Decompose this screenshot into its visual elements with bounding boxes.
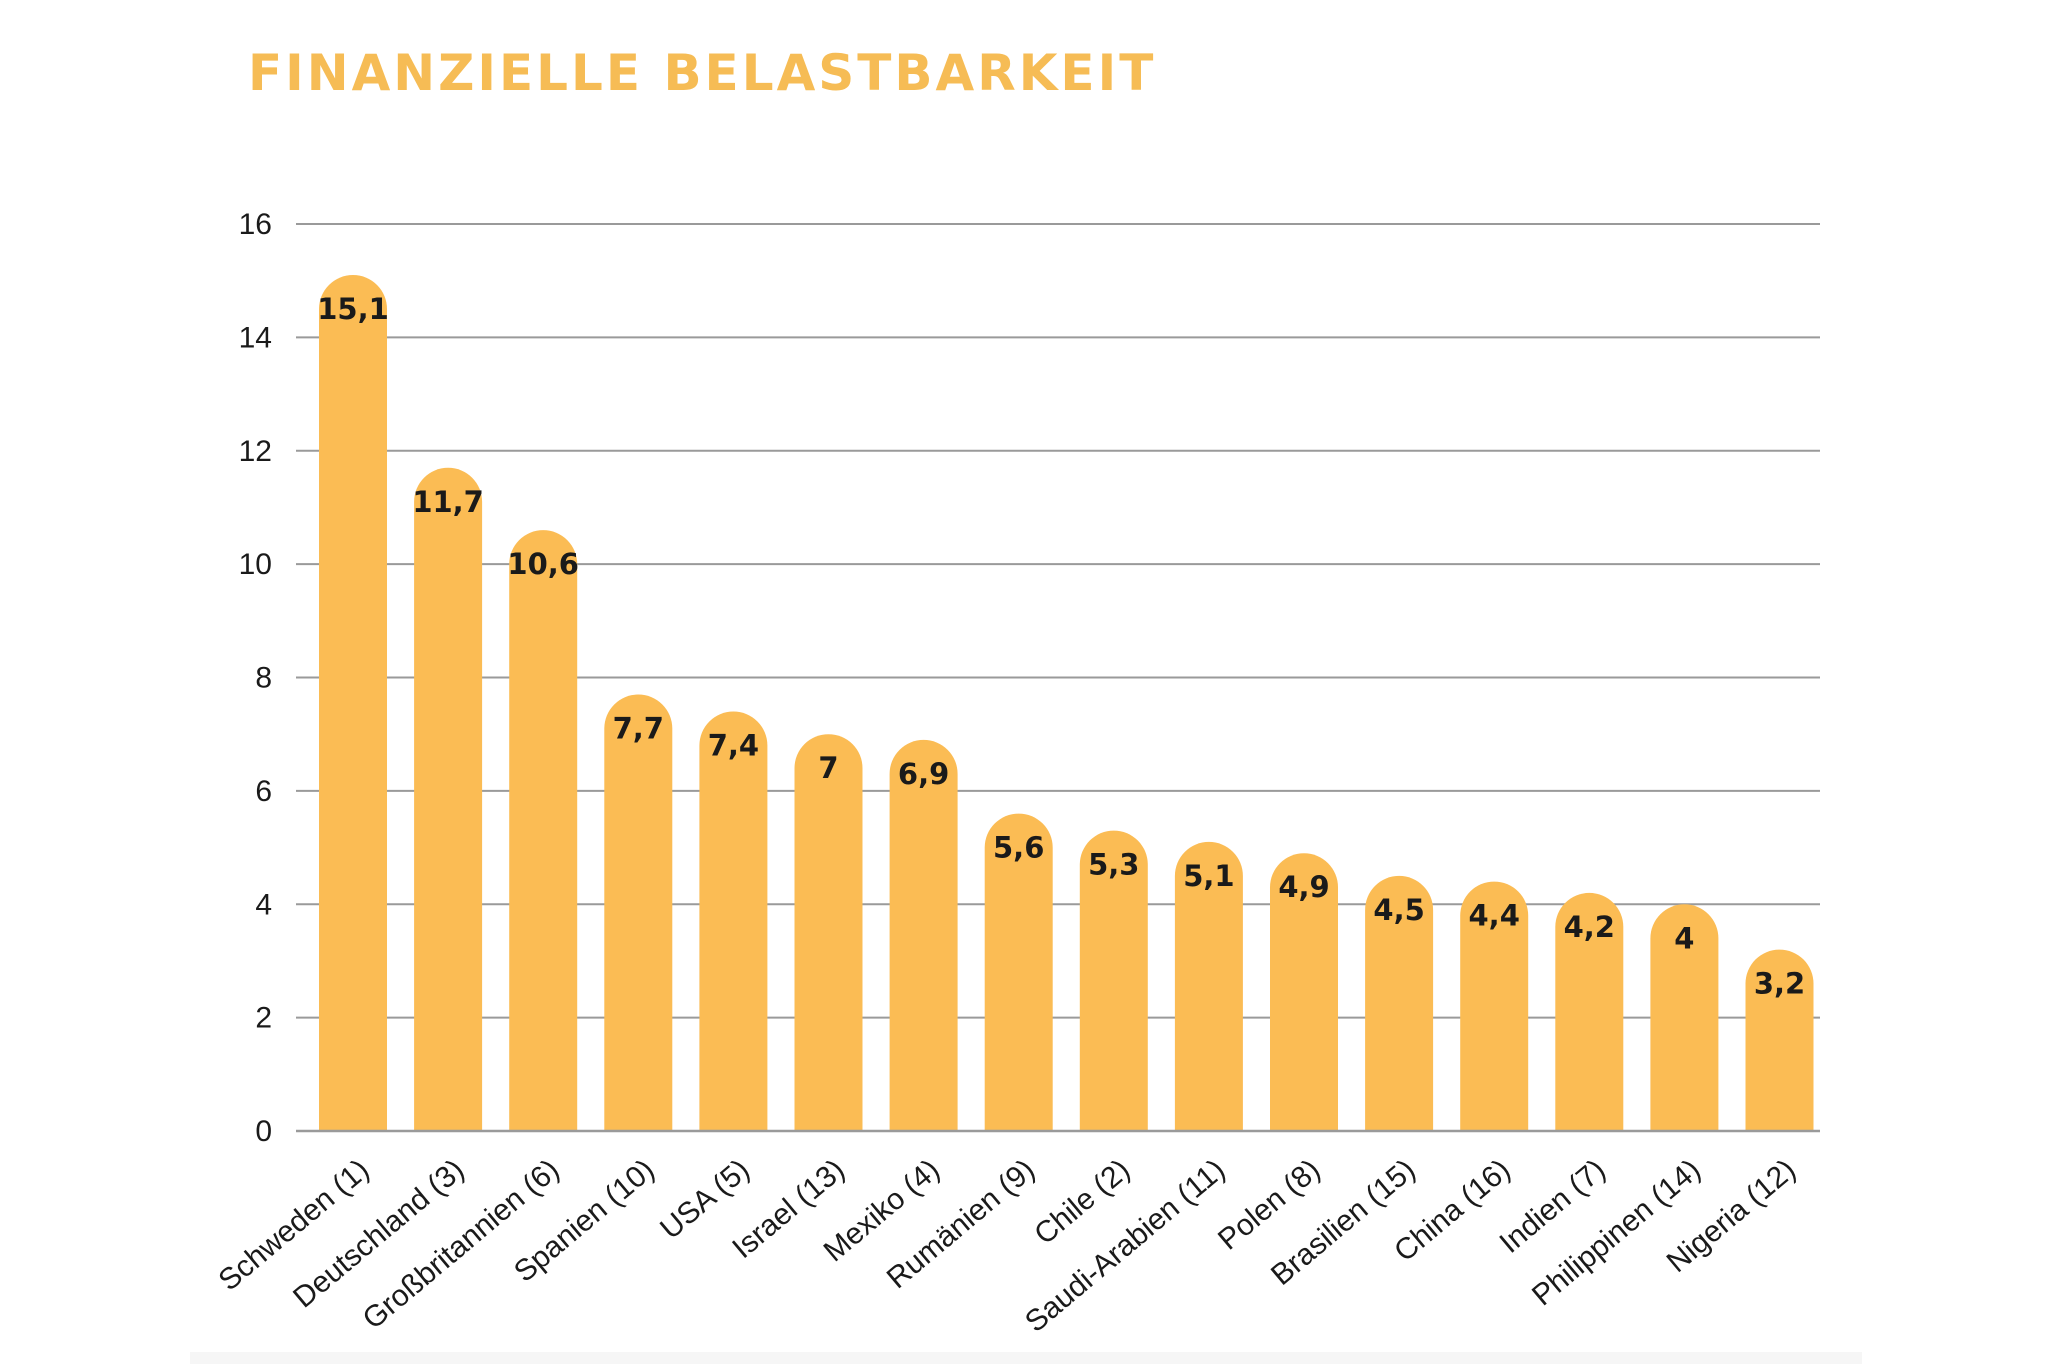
bar-value-label: 7	[818, 751, 838, 785]
bar-value-label: 5,6	[993, 831, 1044, 865]
bar-value-labels: 15,1 11,7 10,6 7,7 7,4 7 6,9 5,6 5,3 5,1 4,9 4,5 4,4…	[317, 292, 1805, 1001]
y-axis-ticks: 0 2 4 6 8 10 12 14 16	[239, 208, 272, 1148]
bars	[319, 275, 1814, 1132]
footer-shadow	[190, 1352, 1862, 1364]
bar-value-label: 5,3	[1088, 848, 1139, 882]
bar-value-label: 6,9	[898, 757, 949, 791]
bar	[604, 694, 673, 1131]
bar	[984, 813, 1053, 1131]
y-tick-label: 0	[255, 1115, 272, 1148]
y-tick-label: 12	[239, 435, 272, 468]
y-tick-label: 2	[255, 1002, 272, 1035]
bar	[414, 467, 483, 1132]
y-tick-label: 10	[239, 548, 272, 581]
bar	[1745, 949, 1814, 1131]
bar-value-label: 3,2	[1754, 967, 1805, 1001]
y-tick-label: 8	[255, 662, 272, 695]
y-tick-label: 14	[239, 321, 272, 354]
bar	[1079, 830, 1148, 1131]
y-tick-label: 16	[239, 208, 272, 241]
bar	[1460, 881, 1529, 1131]
bar	[319, 275, 387, 1131]
bar-value-label: 15,1	[317, 292, 389, 326]
bar-value-label: 4	[1674, 921, 1694, 955]
bar	[1555, 892, 1624, 1131]
bar-value-label: 4,5	[1373, 893, 1424, 927]
bar	[699, 711, 768, 1131]
bar	[1270, 853, 1338, 1131]
bar-value-label: 4,9	[1278, 870, 1329, 904]
y-tick-label: 4	[255, 888, 272, 921]
bar-value-label: 11,7	[412, 485, 484, 519]
y-tick-label: 6	[255, 775, 272, 808]
bar	[794, 734, 863, 1131]
bar	[1650, 904, 1719, 1131]
bar-value-label: 7,7	[613, 712, 664, 746]
bar	[889, 739, 958, 1131]
bar	[1365, 875, 1434, 1131]
bar-value-label: 4,4	[1469, 899, 1520, 933]
bar	[509, 530, 578, 1131]
bar-value-label: 10,6	[507, 547, 579, 581]
bar	[1174, 841, 1243, 1131]
chart-title: FINANZIELLE BELASTBARKEIT	[248, 44, 1156, 102]
bar-value-label: 4,2	[1564, 910, 1615, 944]
bar-value-label: 5,1	[1183, 859, 1234, 893]
bar-value-label: 7,4	[708, 729, 759, 763]
